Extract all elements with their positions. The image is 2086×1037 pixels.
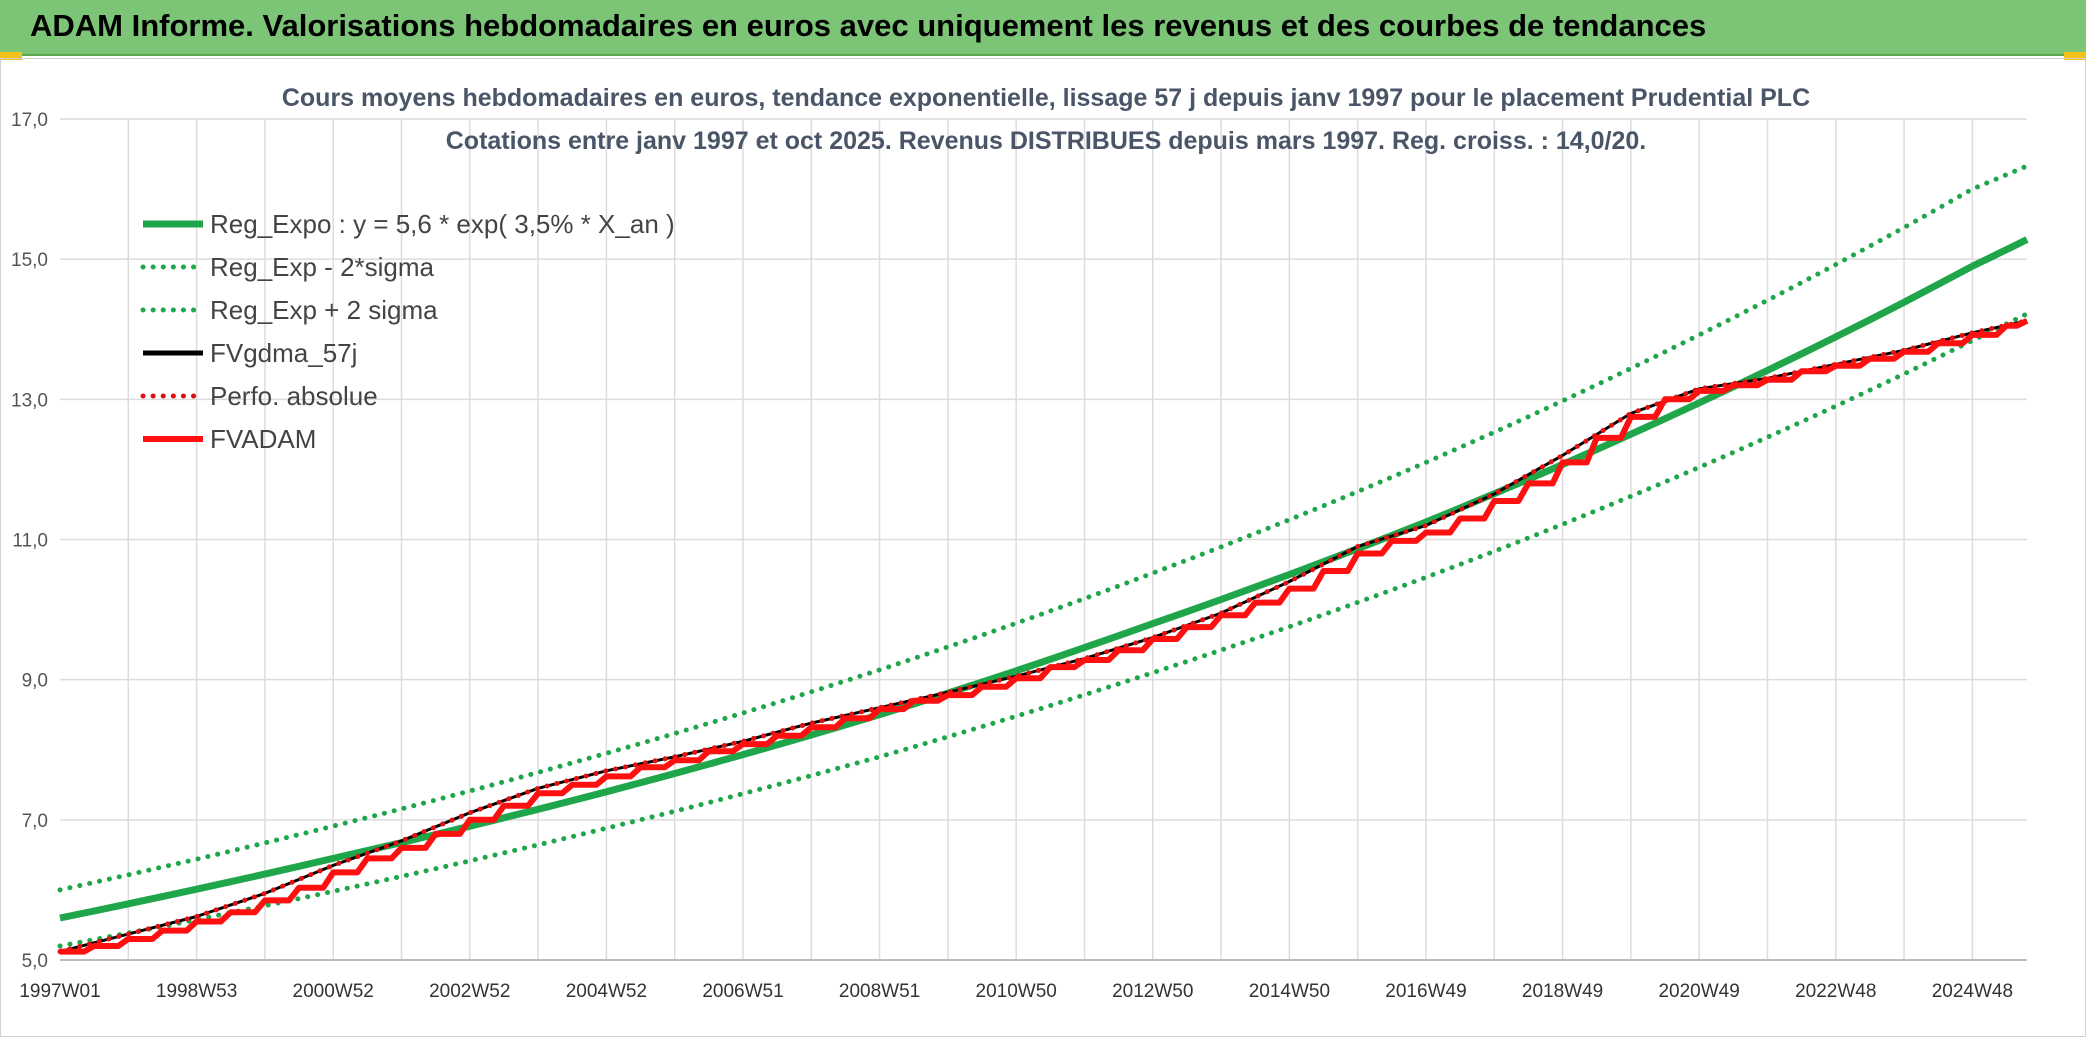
chart-subtitle: Cotations entre janv 1997 et oct 2025. R… (446, 127, 1647, 155)
x-tick-label: 2006W51 (702, 981, 783, 1002)
y-tick-label: 9,0 (22, 671, 48, 692)
series-line-3 (57, 163, 2030, 893)
chart-area: 5,0 7,0 9,0 11,0 13,0 15,0 17,0 1997W01 1998W53 2… (0, 58, 2086, 1037)
series-line-1 (59, 236, 2029, 922)
legend-label: Reg_Expo : y = 5,6 * exp( 3,5% * X_an ) (210, 209, 675, 239)
x-tick-label: 1998W53 (156, 981, 237, 1002)
report-title: ADAM Informe. Valorisations hebdomadaire… (30, 8, 1707, 43)
x-tick-label: 2000W52 (293, 981, 374, 1002)
legend-label: Perfo. absolue (210, 381, 378, 411)
legend-label: FVgdma_57j (210, 338, 357, 368)
corner-marker-right (2064, 52, 2086, 60)
x-tick-label: 2014W50 (1249, 981, 1330, 1002)
legend-label: Reg_Exp + 2 sigma (210, 295, 438, 325)
x-tick-label: 2018W49 (1522, 981, 1603, 1002)
x-tick-label: 2004W52 (566, 981, 647, 1002)
series-line-4 (59, 319, 2028, 954)
y-tick-label: 7,0 (22, 811, 48, 832)
chart-grid (60, 118, 2027, 961)
legend-label: Reg_Exp - 2*sigma (210, 252, 435, 282)
x-tick-label: 2020W49 (1658, 981, 1739, 1002)
report-banner: ADAM Informe. Valorisations hebdomadaire… (0, 0, 2086, 56)
chart-series (57, 163, 2030, 955)
x-tick-label: 2002W52 (429, 981, 510, 1002)
y-tick-label: 17,0 (11, 110, 48, 131)
chart-legend: Reg_Expo : y = 5,6 * exp( 3,5% * X_an ) R… (140, 209, 675, 454)
legend-label: FVADAM (210, 424, 316, 454)
series-line-6 (60, 318, 2029, 955)
x-tick-label: 2024W48 (1932, 981, 2013, 1002)
x-tick-label: 2010W50 (976, 981, 1057, 1002)
y-tick-label: 5,0 (22, 951, 48, 972)
chart-axes: 5,0 7,0 9,0 11,0 13,0 15,0 17,0 1997W01 1998W53 2… (11, 110, 2027, 1002)
chart-title: Cours moyens hebdomadaires en euros, ten… (282, 84, 1810, 112)
y-tick-label: 15,0 (11, 250, 48, 271)
corner-marker-left (0, 52, 22, 60)
x-tick-label: 2022W48 (1795, 981, 1876, 1002)
series-line-2 (57, 311, 2030, 949)
y-tick-label: 11,0 (12, 531, 48, 552)
x-tick-label: 2012W50 (1112, 981, 1193, 1002)
x-tick-label: 2016W49 (1385, 981, 1466, 1002)
y-tick-label: 13,0 (11, 390, 48, 411)
x-tick-label: 1997W01 (19, 981, 100, 1002)
x-tick-label: 2008W51 (839, 981, 920, 1002)
line-chart: 5,0 7,0 9,0 11,0 13,0 15,0 17,0 1997W01 1998W53 2… (11, 84, 2030, 1002)
